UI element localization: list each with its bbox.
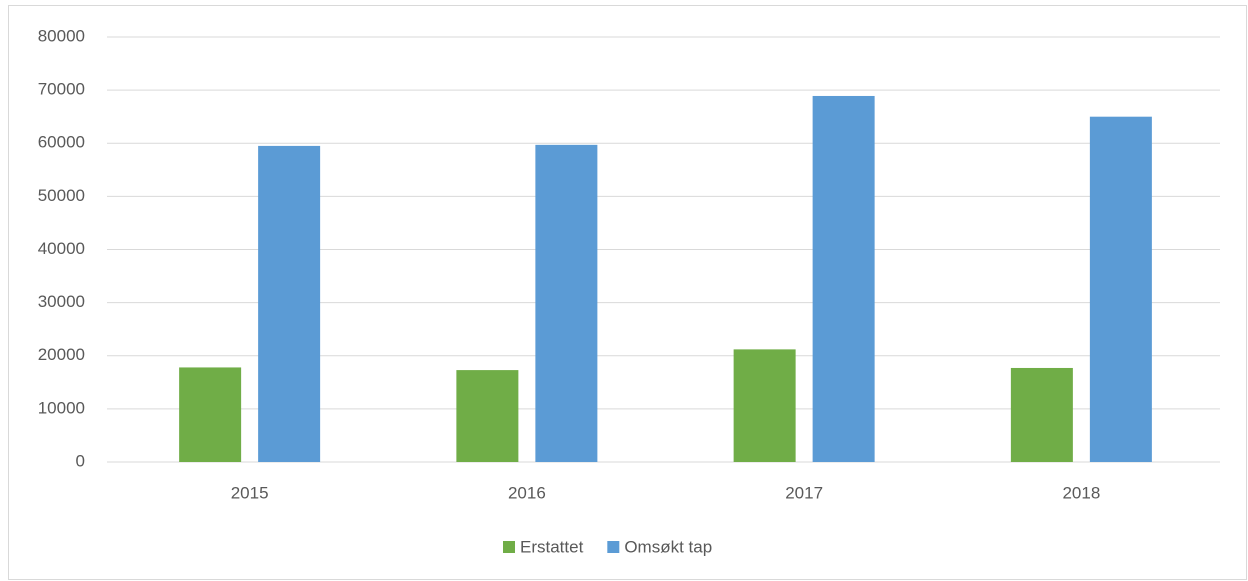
legend-label: Erstattet xyxy=(520,537,584,556)
bar xyxy=(1089,116,1152,462)
legend-label: Omsøkt tap xyxy=(624,537,712,556)
y-tick-label: 60000 xyxy=(38,133,85,152)
x-tick-label: 2018 xyxy=(1062,483,1100,502)
chart-border xyxy=(8,5,1247,580)
y-tick-label: 80000 xyxy=(38,26,85,45)
bar xyxy=(456,370,519,462)
y-tick-label: 10000 xyxy=(38,398,85,417)
y-tick-label: 0 xyxy=(76,451,85,470)
bar xyxy=(812,95,875,462)
y-tick-label: 70000 xyxy=(38,80,85,99)
bar xyxy=(535,144,598,462)
y-tick-label: 50000 xyxy=(38,186,85,205)
y-tick-label: 40000 xyxy=(38,239,85,258)
y-tick-label: 20000 xyxy=(38,345,85,364)
legend-swatch xyxy=(607,541,620,553)
legend-swatch xyxy=(503,541,515,553)
y-tick-label: 30000 xyxy=(38,292,85,311)
bar xyxy=(1010,367,1073,462)
x-tick-label: 2016 xyxy=(508,483,546,502)
bar xyxy=(733,349,796,462)
bar xyxy=(179,367,242,462)
x-tick-label: 2015 xyxy=(231,483,269,502)
bar xyxy=(258,145,321,462)
x-tick-label: 2017 xyxy=(785,483,823,502)
